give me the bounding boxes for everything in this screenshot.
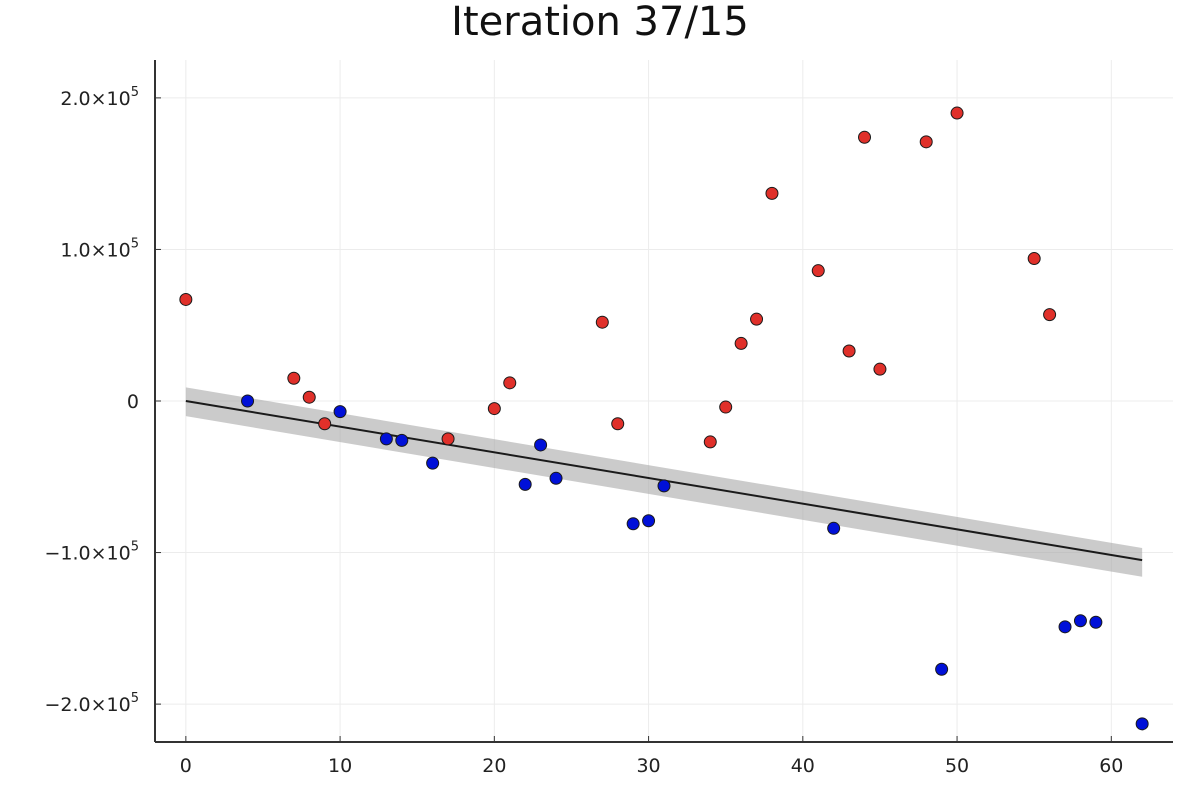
blue-point-11	[827, 521, 841, 535]
red-point-7	[595, 315, 609, 329]
points-layer	[179, 106, 1149, 731]
blue-point-9	[642, 514, 656, 528]
blue-point-6	[534, 438, 548, 452]
red-point-18	[919, 135, 933, 149]
red-point-13	[765, 186, 779, 200]
x-tick-label-2: 20	[482, 755, 506, 777]
x-tick-label-4: 40	[791, 755, 815, 777]
red-point-15	[842, 344, 856, 358]
red-point-11	[734, 336, 748, 350]
red-point-2	[302, 390, 316, 404]
y-tick-label-3: −1.0×105	[44, 540, 139, 565]
red-point-14	[811, 264, 825, 278]
blue-point-15	[1089, 615, 1103, 629]
red-point-12	[750, 312, 764, 326]
red-point-3	[318, 417, 332, 431]
red-point-6	[503, 376, 517, 390]
red-point-0	[179, 292, 193, 306]
x-tick-label-6: 60	[1099, 755, 1123, 777]
x-tick-label-1: 10	[328, 755, 352, 777]
y-tick-label-0: 2.0×105	[60, 85, 139, 110]
blue-point-1	[333, 405, 347, 419]
y-tick-label-1: 1.0×105	[60, 236, 139, 261]
red-point-8	[611, 417, 625, 431]
blue-point-16	[1135, 717, 1149, 731]
red-point-10	[719, 400, 733, 414]
red-point-5	[487, 402, 501, 416]
y-tick-label-4: −2.0×105	[44, 691, 139, 716]
blue-point-0	[241, 394, 255, 408]
blue-point-13	[1058, 620, 1072, 634]
red-point-20	[1027, 252, 1041, 266]
blue-point-3	[395, 433, 409, 447]
blue-point-4	[426, 456, 440, 470]
red-point-21	[1043, 308, 1057, 322]
red-point-4	[441, 432, 455, 446]
red-point-1	[287, 371, 301, 385]
x-tick-labels: 0 10 20 30 40 50 60	[180, 755, 1124, 777]
x-tick-label-3: 30	[636, 755, 660, 777]
y-tick-label-2: 0	[127, 391, 139, 413]
red-point-19	[950, 106, 964, 120]
x-tick-label-0: 0	[180, 755, 192, 777]
blue-point-12	[935, 662, 949, 676]
x-tick-label-5: 50	[945, 755, 969, 777]
blue-point-7	[549, 471, 563, 485]
axes	[154, 60, 1173, 743]
red-point-9	[703, 435, 717, 449]
blue-point-2	[379, 432, 393, 446]
blue-point-5	[518, 477, 532, 491]
chart-title: Iteration 37/15	[451, 0, 749, 45]
blue-point-8	[626, 517, 640, 531]
red-point-17	[873, 362, 887, 376]
blue-point-14	[1073, 614, 1087, 628]
red-point-16	[858, 130, 872, 144]
blue-point-10	[657, 479, 671, 493]
y-tick-labels: 2.0×105 1.0×105 0 −1.0×105 −2.0×105	[44, 85, 139, 716]
